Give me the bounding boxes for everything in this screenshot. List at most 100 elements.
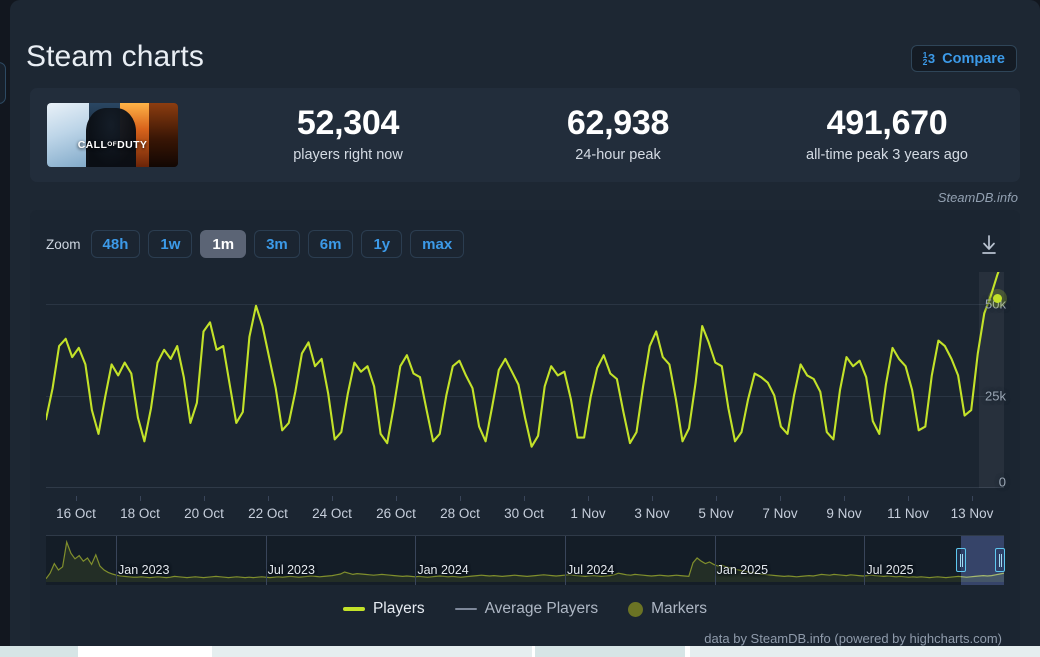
legend-label: Average Players (484, 600, 599, 617)
zoom-button-3m[interactable]: 3m (254, 230, 300, 258)
y-axis-label-25k: 25k (985, 388, 1006, 404)
x-axis-tick (204, 496, 205, 501)
axis-baseline (46, 487, 1004, 488)
stat-label: 24-hour peak (575, 146, 661, 163)
line-swatch-icon (342, 607, 365, 611)
chart-credit[interactable]: data by SteamDB.info (powered by highcha… (704, 631, 1002, 646)
browser-tab[interactable] (0, 646, 78, 657)
cover-title-of: OF (107, 140, 118, 148)
fraction-trailing: 3 (927, 51, 936, 66)
x-axis-tick (524, 496, 525, 501)
x-axis-label: 3 Nov (634, 506, 670, 521)
compare-button-label: Compare (942, 50, 1005, 67)
browser-tab[interactable] (535, 646, 685, 657)
x-axis-label: 30 Oct (504, 506, 544, 521)
zoom-button-max[interactable]: max (410, 230, 465, 258)
fraction-icon: 1 2 3 (922, 49, 936, 67)
navigator-axis-label: Jan 2025 (716, 563, 769, 577)
browser-tab-strip (0, 646, 1040, 657)
navigator-gridline (864, 536, 866, 585)
stat-label: all-time peak 3 years ago (806, 146, 968, 163)
zoom-button-6m[interactable]: 6m (307, 230, 354, 258)
navigator-line (46, 542, 1004, 579)
browser-tab[interactable] (690, 646, 1040, 657)
x-axis-label: 9 Nov (826, 506, 862, 521)
stat-value: 52,304 (296, 104, 400, 142)
x-axis-label: 16 Oct (56, 506, 96, 521)
x-axis-label: 26 Oct (376, 506, 416, 521)
x-axis-tick (780, 496, 781, 501)
line-swatch-icon (454, 608, 477, 610)
hovered-data-point-marker (993, 294, 1002, 303)
navigator-sparkline (46, 536, 1004, 582)
legend-item-players[interactable]: Players (342, 600, 425, 618)
navigator-mask-left (46, 536, 961, 585)
x-axis-tick (844, 496, 845, 501)
cover-title-line1: CALL (77, 138, 108, 151)
x-axis-label: 22 Oct (248, 506, 288, 521)
navigator-handle-left[interactable] (955, 548, 966, 572)
x-axis-tick (332, 496, 333, 501)
x-axis-tick (588, 496, 589, 501)
x-axis-tick (268, 496, 269, 501)
gridline-25k (46, 396, 1004, 397)
x-axis-label: 13 Nov (950, 506, 994, 521)
card-header: Steam charts 1 2 3 Compare (10, 0, 1040, 88)
steamdb-watermark: SteamDB.info (937, 190, 1018, 205)
x-axis-label: 11 Nov (887, 506, 929, 521)
legend-item-average-players[interactable]: Average Players (454, 600, 599, 618)
stat-value: 491,670 (826, 104, 948, 142)
zoom-label: Zoom (46, 236, 81, 252)
stat-all-time-peak: 491,670 all-time peak 3 years ago (758, 104, 1016, 163)
x-axis-tick (972, 496, 973, 501)
x-axis-tick (460, 496, 461, 501)
x-axis-label: 5 Nov (698, 506, 734, 521)
zoom-button-1w[interactable]: 1w (148, 230, 193, 258)
x-axis-tick (140, 496, 141, 501)
stat-players-right-now: 52,304 players right now (238, 104, 458, 163)
x-axis-label: 24 Oct (312, 506, 352, 521)
navigator-gridline (116, 536, 117, 585)
cover-art-right (149, 103, 178, 167)
zoom-button-1y[interactable]: 1y (361, 230, 403, 258)
download-icon[interactable] (976, 232, 1002, 258)
x-axis-tick (908, 496, 909, 501)
zoom-button-1m[interactable]: 1m (200, 230, 247, 258)
legend-label: Players (372, 600, 425, 617)
legend-item-markers[interactable]: Markers (628, 600, 707, 618)
legend-label: Markers (651, 600, 708, 617)
fraction-numerator: 1 (922, 49, 928, 60)
chart-legend: Players Average Players Markers (30, 600, 1020, 618)
gridline-50k (46, 304, 1004, 305)
navigator-range-slider[interactable]: Jan 2023 Jul 2023 Jan 2024 Jul 2024 Jan 2025… (46, 535, 1005, 585)
cover-art-soldier (86, 108, 137, 167)
left-edge-panel-sliver[interactable] (0, 62, 6, 104)
x-axis-tick (716, 496, 717, 501)
plot-area[interactable]: 50k 25k 0 (46, 272, 1006, 490)
navigator-gridline (565, 536, 566, 585)
x-axis: 16 Oct 18 Oct 20 Oct 22 Oct 24 Oct 26 Oct 28 O… (46, 496, 1004, 526)
cover-art-title: CALLOFDUTY (47, 139, 178, 151)
navigator-handle-right[interactable] (995, 548, 1005, 572)
y-axis-label-0: 0 (998, 474, 1006, 490)
fraction-denominator: 2 (922, 56, 928, 67)
steam-charts-card: Steam charts 1 2 3 Compare CALLOFDUTY (10, 0, 1040, 646)
chart-panel: Zoom 48h 1w 1m 3m 6m 1y max (30, 210, 1020, 646)
stat-label: players right now (293, 146, 403, 163)
navigator-axis-label: Jan 2024 (417, 563, 469, 577)
stat-value: 62,938 (566, 104, 670, 142)
x-axis-label: 20 Oct (184, 506, 224, 521)
circle-swatch-icon (628, 601, 644, 617)
zoom-button-48h[interactable]: 48h (90, 230, 141, 258)
page-title: Steam charts (26, 40, 204, 73)
browser-tab[interactable] (212, 646, 532, 657)
navigator-axis-label: Jul 2023 (267, 563, 315, 577)
stats-strip: CALLOFDUTY 52,304 players right now 62,9… (30, 88, 1020, 182)
navigator-gridline (714, 536, 716, 585)
x-axis-label: 7 Nov (762, 506, 798, 521)
game-cover-thumbnail[interactable]: CALLOFDUTY (47, 103, 178, 167)
cover-art-left (47, 103, 92, 167)
navigator-gridline (265, 536, 267, 585)
compare-button[interactable]: 1 2 3 Compare (910, 45, 1017, 72)
